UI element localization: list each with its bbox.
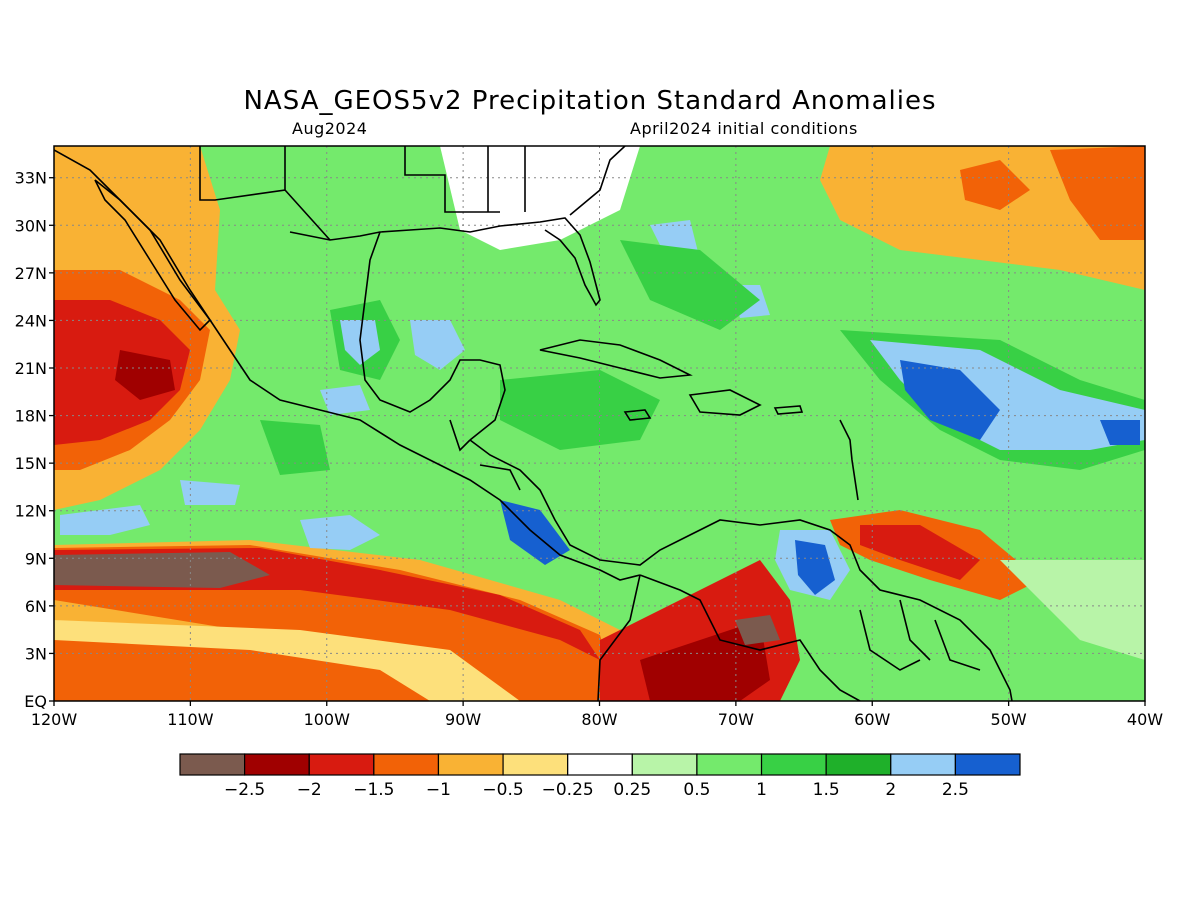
- map-title: NASA_GEOS5v2 Precipitation Standard Anom…: [243, 86, 937, 116]
- legend-label: 0.5: [683, 780, 710, 800]
- lon-tick-label: 70W: [718, 710, 754, 729]
- legend-label: −1: [426, 780, 451, 800]
- lat-tick-label: 9N: [25, 549, 47, 568]
- lat-tick-label: 24N: [15, 311, 47, 330]
- latitude-axis: 33N 30N 27N 24N 21N 18N 15N 12N 9N 6N 3N EQ: [15, 169, 54, 711]
- color-legend: −2.5 −2 −1.5 −1 −0.5 −0.25 0.25 0.5 1 1.5 2 2.5: [179, 753, 1021, 800]
- legend-swatch: [179, 753, 246, 776]
- anomaly-field: [54, 146, 1145, 701]
- legend-swatch: [825, 753, 892, 776]
- longitude-axis: 120W 110W 100W 90W 80W 70W 60W 50W 40W: [31, 701, 1163, 729]
- lon-tick-label: 110W: [167, 710, 214, 729]
- coastlines: [54, 146, 1013, 701]
- legend-label: 2: [885, 780, 896, 800]
- legend-label: −0.5: [482, 780, 523, 800]
- lon-tick-label: 50W: [991, 710, 1027, 729]
- legend-swatch: [696, 753, 763, 776]
- lat-tick-label: 3N: [25, 644, 47, 663]
- legend-label: 1: [756, 780, 767, 800]
- lat-tick-label: 21N: [15, 359, 47, 378]
- lat-tick-label: 30N: [15, 216, 47, 235]
- legend-label: −2.5: [224, 780, 265, 800]
- legend-label: 1.5: [813, 780, 840, 800]
- legend-swatch: [567, 753, 633, 776]
- lon-tick-label: 90W: [445, 710, 481, 729]
- legend-swatch: [760, 753, 827, 776]
- lon-tick-label: 100W: [304, 710, 351, 729]
- initial-conditions: April2024 initial conditions: [630, 119, 858, 138]
- lat-tick-label: 12N: [15, 502, 47, 521]
- lon-tick-label: 120W: [31, 710, 78, 729]
- lat-tick-label: EQ: [24, 692, 47, 711]
- legend-swatch: [373, 753, 440, 776]
- lon-tick-label: 40W: [1127, 710, 1163, 729]
- lat-tick-label: 33N: [15, 169, 47, 188]
- legend-swatch: [631, 753, 698, 776]
- forecast-month: Aug2024: [292, 119, 368, 138]
- legend-swatch: [502, 753, 569, 776]
- legend-swatch: [437, 753, 504, 776]
- lon-tick-label: 80W: [581, 710, 617, 729]
- lon-tick-label: 60W: [854, 710, 890, 729]
- lat-tick-label: 6N: [25, 597, 47, 616]
- lat-tick-label: 15N: [15, 454, 47, 473]
- lat-tick-label: 18N: [15, 407, 47, 426]
- legend-label: 2.5: [942, 780, 969, 800]
- lat-tick-label: 27N: [15, 264, 47, 283]
- legend-swatch: [244, 753, 310, 776]
- legend-label: 0.25: [613, 780, 651, 800]
- graticule: [54, 146, 1145, 701]
- legend-swatch: [308, 753, 375, 776]
- legend-swatch: [890, 753, 956, 776]
- legend-label: −0.25: [542, 780, 594, 800]
- legend-label: −1.5: [353, 780, 394, 800]
- legend-swatch: [954, 753, 1021, 776]
- legend-label: −2: [297, 780, 322, 800]
